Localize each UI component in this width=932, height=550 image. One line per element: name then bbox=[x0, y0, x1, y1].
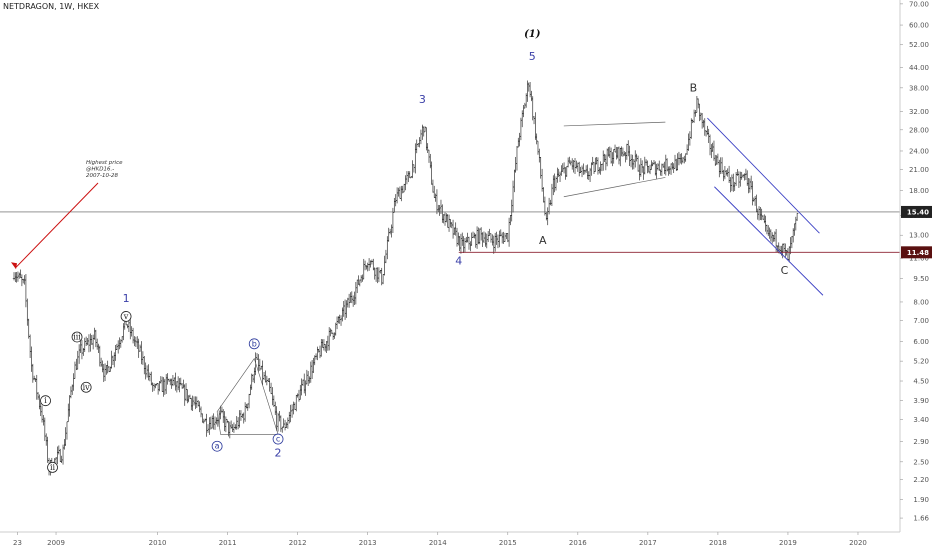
wave-label: C bbox=[781, 264, 789, 277]
price-tick-label: 18.00 bbox=[909, 187, 929, 195]
time-axis: 23 2009 2010 2011 2012 2013 2014 2015 2016 2017 20… bbox=[0, 531, 900, 547]
price-tick-label: 4.50 bbox=[913, 378, 929, 386]
price-bars bbox=[12, 80, 799, 476]
abc-triangle bbox=[216, 357, 279, 435]
time-tick-label: 2011 bbox=[219, 539, 237, 547]
abc-label: b bbox=[252, 339, 257, 348]
time-tick-label: 2014 bbox=[429, 539, 447, 547]
wave-label: 3 bbox=[419, 93, 426, 106]
support-label: 11.48 bbox=[907, 249, 929, 257]
annotation-text: 2007-10-28 bbox=[86, 173, 118, 179]
wave-label: 4 bbox=[455, 255, 462, 268]
price-tick-label: 2.50 bbox=[913, 458, 929, 466]
price-tick-label: 52.00 bbox=[909, 41, 929, 49]
time-tick-label: 2012 bbox=[289, 539, 307, 547]
price-tick-label: 13.00 bbox=[909, 232, 929, 240]
time-tick-label: 2020 bbox=[849, 539, 867, 547]
roman-circle bbox=[71, 331, 83, 343]
price-tick-label: 70.00 bbox=[909, 0, 929, 8]
roman-circle bbox=[120, 311, 132, 322]
time-tick-label: 23 bbox=[13, 539, 22, 547]
roman-label: ii bbox=[50, 463, 56, 472]
time-tick-label: 2009 bbox=[47, 539, 65, 547]
annotation-text: Highest price bbox=[86, 160, 123, 166]
wave-label: A bbox=[539, 234, 547, 247]
annotation-text: @HKD16.- bbox=[86, 167, 114, 173]
roman-label: i bbox=[44, 396, 47, 405]
price-tick-label: 7.00 bbox=[913, 317, 929, 325]
price-tick-label: 8.00 bbox=[913, 298, 929, 306]
wave-label: 2 bbox=[275, 446, 282, 459]
time-tick-label: 2017 bbox=[639, 539, 657, 547]
price-tick-label: 44.00 bbox=[909, 64, 929, 72]
drawings bbox=[0, 117, 900, 435]
annotation-arrowhead bbox=[11, 262, 18, 270]
price-tick-label: 2.20 bbox=[913, 476, 929, 484]
time-tick-label: 2016 bbox=[569, 539, 587, 547]
roman-label: iii bbox=[73, 332, 81, 341]
price-tick-label: 32.00 bbox=[909, 108, 929, 116]
price-tick-label: 6.00 bbox=[913, 338, 929, 346]
wedge-bottom bbox=[563, 177, 666, 198]
price-tick-label: 5.20 bbox=[913, 358, 929, 366]
annotation-arrow bbox=[15, 182, 99, 268]
price-tick-label: 1.90 bbox=[913, 496, 929, 504]
time-tick-label: 2019 bbox=[779, 539, 797, 547]
price-tick-label: 28.00 bbox=[909, 126, 929, 134]
time-tick-label: 2018 bbox=[709, 539, 727, 547]
channel-bottom bbox=[714, 186, 824, 296]
roman-circle bbox=[47, 462, 58, 473]
support-tag bbox=[901, 246, 932, 259]
price-tick-label: 2.90 bbox=[913, 438, 929, 446]
wave-label: 1 bbox=[123, 292, 130, 305]
last-price-tag bbox=[901, 205, 932, 218]
abc-circle bbox=[211, 440, 223, 452]
chart-title: NETDRAGON, 1W, HKEX bbox=[3, 2, 100, 11]
roman-circle bbox=[80, 381, 92, 393]
price-tick-label: 21.00 bbox=[909, 166, 929, 174]
roman-label: v bbox=[123, 312, 129, 321]
wave-labels: Highest price@HKD16.-2007-10-28 (1) 5 3 4 1 2 A… bbox=[40, 29, 789, 473]
price-tick-label: 3.90 bbox=[913, 397, 929, 405]
time-tick-label: 2015 bbox=[499, 539, 517, 547]
price-tick-label: 9.50 bbox=[913, 275, 929, 283]
wave-label: 5 bbox=[529, 50, 536, 63]
abc-label: a bbox=[215, 442, 220, 451]
abc-label: c bbox=[276, 435, 280, 444]
price-tick-label: 24.00 bbox=[909, 147, 929, 155]
wedge-top bbox=[563, 121, 666, 127]
roman-label: iv bbox=[83, 383, 91, 392]
price-tick-label: 38.00 bbox=[909, 84, 929, 92]
wave-label: B bbox=[690, 81, 698, 94]
roman-circle bbox=[40, 395, 51, 407]
wave-label: (1) bbox=[524, 29, 541, 40]
price-tick-label: 11.00 bbox=[909, 255, 929, 263]
price-tick-label: 3.40 bbox=[913, 416, 929, 424]
channel-top bbox=[707, 117, 820, 234]
last-price-label: 15.40 bbox=[907, 208, 929, 216]
time-tick-label: 2010 bbox=[149, 539, 167, 547]
price-tick-label: 60.00 bbox=[909, 22, 929, 30]
abc-circle bbox=[272, 433, 284, 445]
price-tick-label: 1.66 bbox=[913, 515, 929, 523]
time-tick-label: 2013 bbox=[359, 539, 377, 547]
price-axis: 70.00 60.00 52.00 44.00 38.00 32.00 28.00 24.00… bbox=[899, 0, 932, 532]
abc-circle bbox=[248, 338, 260, 350]
